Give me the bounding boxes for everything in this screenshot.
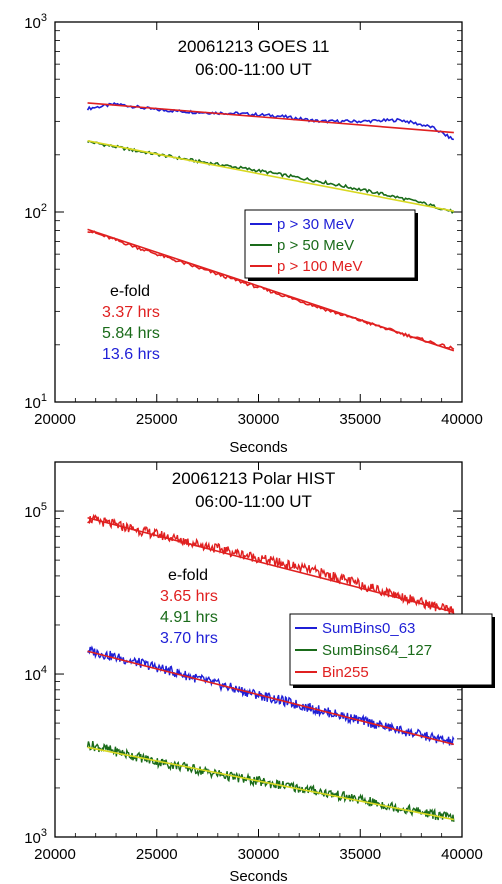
- legend-box: [289, 613, 493, 686]
- efold-value-2: 4.91 hrs: [160, 609, 218, 626]
- y-tick-label: 103: [24, 12, 47, 32]
- chart-panel-2: 20000 25000 30000 35000 40000 103 104 105 200612…: [24, 461, 495, 884]
- fit-line-3: [87, 746, 455, 821]
- series-line-1: [86, 101, 454, 141]
- series-line-3: [87, 230, 455, 350]
- chart-subtitle: 06:00-11:00 UT: [195, 492, 312, 511]
- y-tick-label: 104: [24, 664, 47, 684]
- x-tick-label: 25000: [136, 846, 178, 863]
- y-tick-label: 105: [24, 501, 47, 521]
- y-tick-label: 103: [24, 827, 47, 847]
- fit-line-3: [87, 228, 455, 352]
- chart-title: 20061213 Polar HIST: [172, 469, 336, 488]
- x-axis-label: Seconds: [229, 439, 287, 456]
- fit-line-2: [87, 650, 455, 746]
- chart-title: 20061213 GOES 11: [178, 37, 330, 56]
- x-axis-label: Seconds: [229, 868, 287, 884]
- fit-line-1: [87, 516, 455, 613]
- fit-line-1: [87, 102, 454, 134]
- series-line-1: [86, 645, 455, 746]
- x-tick-label: 20000: [34, 846, 76, 863]
- data-layer: [86, 101, 455, 352]
- legend-label-3: Bin255: [322, 664, 369, 681]
- efold-value-1: 3.37 hrs: [102, 304, 160, 321]
- x-tick-label: 30000: [238, 411, 280, 428]
- y-tick-label: 102: [24, 202, 47, 222]
- chart-subtitle: 06:00-11:00 UT: [195, 60, 312, 79]
- efold-value-3: 3.70 hrs: [160, 630, 218, 647]
- legend-label-2: SumBins64_127: [322, 642, 432, 659]
- efold-heading: e-fold: [110, 283, 150, 300]
- x-tick-label: 40000: [441, 846, 483, 863]
- x-tick-label: 35000: [339, 846, 381, 863]
- efold-heading: e-fold: [168, 567, 208, 584]
- efold-value-1: 3.65 hrs: [160, 588, 218, 605]
- efold-value-2: 5.84 hrs: [102, 325, 160, 342]
- x-tick-label: 25000: [136, 411, 178, 428]
- y-tick-label: 101: [24, 392, 47, 412]
- legend-label-2: p > 50 MeV: [277, 237, 354, 254]
- legend: p > 30 MeV p > 50 MeV p > 100 MeV: [244, 209, 418, 281]
- series-line-3: [87, 513, 455, 616]
- x-tick-label: 30000: [238, 846, 280, 863]
- legend-box: [244, 209, 416, 279]
- chart-panel-1: 20000 25000 30000 35000 40000 101 102 103 200612…: [24, 12, 483, 456]
- series-line-2: [86, 740, 455, 822]
- efold-value-3: 13.6 hrs: [102, 346, 160, 363]
- legend-label-1: SumBins0_63: [322, 620, 415, 637]
- legend-label-1: p > 30 MeV: [277, 216, 354, 233]
- data-layer: [86, 513, 455, 822]
- x-tick-label: 35000: [339, 411, 381, 428]
- x-tick-label: 20000: [34, 411, 76, 428]
- x-tick-label: 40000: [441, 411, 483, 428]
- legend: SumBins0_63 SumBins64_127 Bin255: [289, 613, 495, 688]
- legend-label-3: p > 100 MeV: [277, 258, 362, 275]
- fit-line-2: [87, 140, 455, 212]
